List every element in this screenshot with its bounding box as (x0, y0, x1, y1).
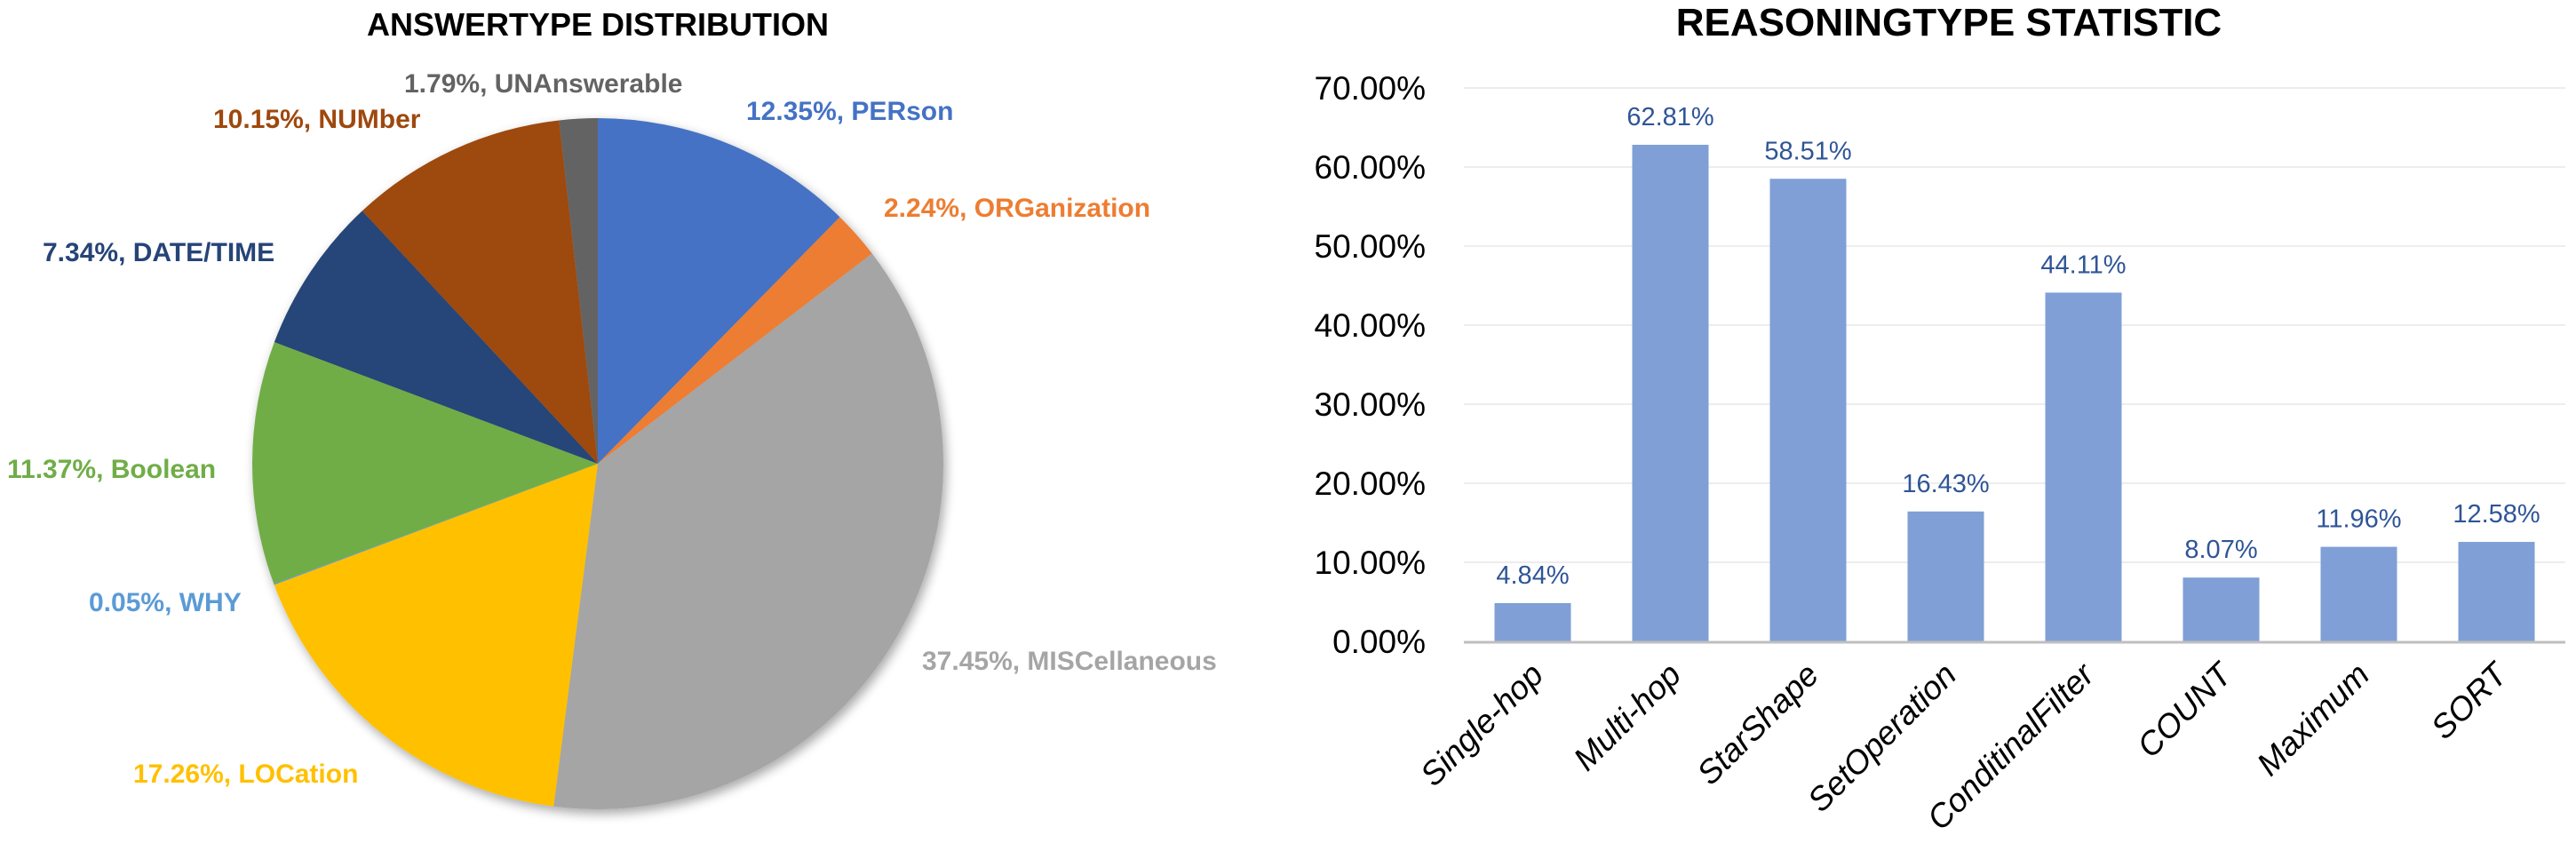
pie-label-miscellaneous: 37.45%, MISCellaneous (922, 647, 1217, 676)
bar-value-label: 11.96% (2316, 505, 2401, 534)
bar-value-label: 44.11% (2040, 251, 2126, 279)
bar-value-label: 8.07% (2184, 536, 2257, 564)
pie-chart-title: ANSWERTYPE DISTRIBUTION (367, 6, 829, 43)
x-tick-label: SORT (2424, 655, 2516, 746)
pie-slice-unanswerable (559, 118, 598, 464)
bar-gridlines (1464, 87, 2565, 563)
y-tick-label: 20.00% (1315, 465, 1427, 502)
pie-slice-number (362, 120, 598, 464)
pie-label-boolean: 11.37%, Boolean (7, 455, 216, 484)
pie-label-person: 12.35%, PERson (746, 97, 953, 126)
y-axis-tick-labels: 0.00% 10.00% 20.00% 30.00% 40.00% 50.00% 60.00… (1315, 70, 1427, 660)
bar-value-label: 62.81% (1626, 103, 1713, 131)
bar-multi-hop (1632, 144, 1709, 642)
pie-slice-why (274, 464, 598, 585)
x-axis-category-labels: Single-hop Multi-hop StarShapeSetOperation… (1413, 655, 2516, 837)
pie-slice-organization (598, 217, 872, 465)
pie-chart: ANSWERTYPE DISTRIBUTION 12.35%, PERson 2.… (7, 6, 1217, 809)
bar-value-labels: 4.84% 62.81% 58.51% 16.43% 44.11% 8.07% 11.96%… (1496, 103, 2540, 590)
bar-count (2182, 577, 2260, 641)
pie-label-location: 17.26%, LOCation (133, 760, 358, 789)
x-tick-label: Multi-hop (1567, 656, 1689, 778)
x-tick-label: COUNT (2130, 655, 2240, 765)
bar-maximum (2320, 546, 2397, 641)
bar-value-label: 58.51% (1764, 137, 1851, 165)
bar-chart-title: REASONINGTYPE STATISTIC (1676, 1, 2222, 44)
y-tick-label: 10.00% (1315, 545, 1427, 581)
pie-label-date-time: 7.34%, DATE/TIME (43, 238, 274, 267)
x-tick-label: Single-hop (1413, 656, 1550, 793)
pie-slice-person (598, 118, 840, 464)
pie-label-why: 0.05%, WHY (89, 588, 242, 617)
pie-slice-boolean (251, 342, 598, 585)
bar-single-hop (1494, 602, 1571, 641)
y-tick-label: 50.00% (1315, 228, 1427, 265)
bar-value-label: 4.84% (1496, 561, 1569, 590)
pie-label-number: 10.15%, NUMber (213, 105, 421, 134)
y-tick-label: 40.00% (1315, 307, 1427, 344)
pie-slice-date-time (274, 211, 598, 465)
x-tick-label: Maximum (2250, 656, 2376, 783)
pie-slice-miscellaneous (553, 253, 944, 809)
y-tick-label: 30.00% (1315, 386, 1427, 423)
pie-slices (251, 118, 944, 809)
bar-conditinalfilter (2045, 292, 2122, 641)
bar-setoperation (1907, 511, 1984, 641)
bar-value-label: 12.58% (2453, 500, 2540, 529)
y-tick-label: 70.00% (1315, 70, 1427, 107)
bars (1494, 144, 2535, 642)
x-tick-label: StarShape (1690, 656, 1826, 792)
y-tick-label: 0.00% (1332, 624, 1426, 660)
pie-data-labels: 12.35%, PERson 2.24%, ORGanization 37.45%,… (7, 69, 1217, 789)
bar-starshape (1769, 179, 1847, 642)
pie-label-organization: 2.24%, ORGanization (884, 194, 1150, 223)
bar-value-label: 16.43% (1902, 470, 1989, 498)
pie-label-unanswerable: 1.79%, UNAnswerable (404, 69, 682, 99)
pie-slice-location (274, 464, 598, 807)
bar-chart: REASONINGTYPE STATISTIC 0.00% 10.00% 20.00… (1315, 1, 2565, 837)
bar-sort (2458, 542, 2535, 641)
y-tick-label: 60.00% (1315, 149, 1427, 186)
